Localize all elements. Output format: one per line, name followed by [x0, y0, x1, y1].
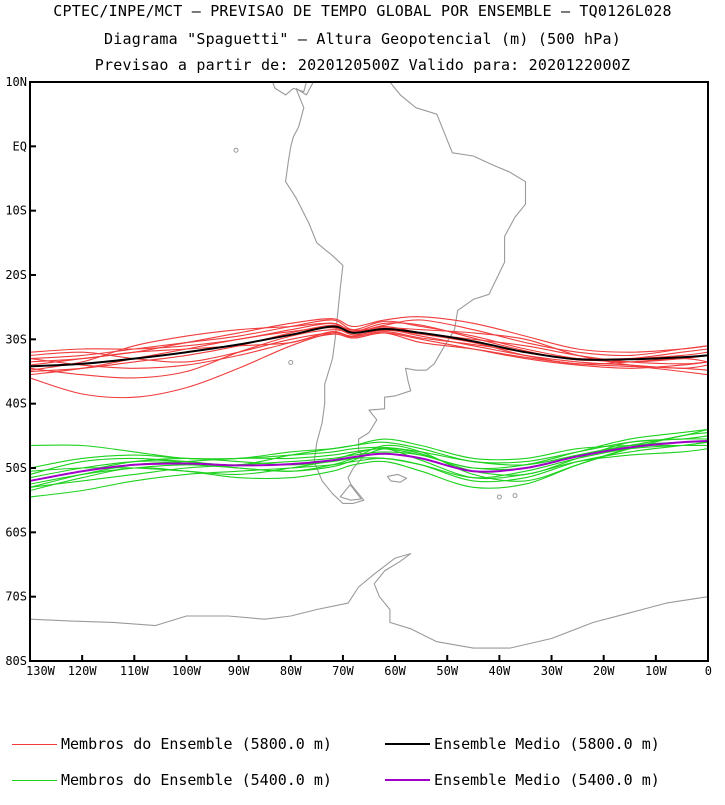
lat-tick-label-60S: 60S: [5, 525, 27, 539]
lon-tick-label-80W: 80W: [280, 664, 302, 678]
series-member-5800-5: [30, 331, 708, 371]
series-mean-5400-1: [30, 440, 708, 482]
lon-tick-label-10W: 10W: [645, 664, 667, 678]
lat-tick-label-80S: 80S: [5, 654, 27, 668]
series-member-5400-3: [30, 438, 708, 461]
lat-tick-label-70S: 70S: [5, 590, 27, 604]
island-1: [233, 147, 239, 153]
lon-tick-label-90W: 90W: [228, 664, 250, 678]
lon-tick-label-30W: 30W: [541, 664, 563, 678]
map-frame: [29, 81, 709, 662]
series-member-5800-6: [30, 324, 708, 376]
legend: Membros do Ensemble (5800.0 m) Ensemble …: [0, 725, 725, 805]
lat-tick-label-20S: 20S: [5, 268, 27, 282]
series-member-5400-7: [30, 444, 708, 482]
island-3: [512, 493, 518, 499]
coastline-central-america: [271, 82, 307, 96]
contour-lines-layer: [30, 316, 708, 498]
island-2: [288, 359, 294, 365]
chart-title-line-1: CPTEC/INPE/MCT — PREVISAO DE TEMPO GLOBA…: [53, 2, 672, 20]
lon-tick-label-100W: 100W: [172, 664, 202, 678]
lon-tick-label-120W: 120W: [68, 664, 98, 678]
series-member-5800-9: [30, 327, 708, 376]
legend-swatch-mean-5800: [385, 743, 430, 745]
series-member-5800-10: [30, 332, 708, 369]
lat-tick-label-30S: 30S: [5, 332, 27, 346]
lat-tick-label-10S: 10S: [5, 204, 27, 218]
series-member-5800-1: [30, 319, 708, 363]
legend-swatch-member-5800: [12, 743, 57, 745]
series-member-5400-8: [30, 428, 708, 488]
series-member-5400-9: [30, 435, 708, 479]
lon-tick-label-40W: 40W: [489, 664, 511, 678]
legend-swatch-mean-5400: [385, 779, 430, 781]
legend-item-mean-5800: Ensemble Medio (5800.0 m): [385, 735, 660, 753]
series-member-5400-5: [30, 441, 708, 492]
chart-title-line-3: Previsao a partir de: 2020120500Z Valido…: [94, 56, 631, 74]
lon-tick-label-60W: 60W: [384, 664, 406, 678]
legend-label-member-5800: Membros do Ensemble (5800.0 m): [61, 735, 332, 753]
lat-tick-label-10N: 10N: [5, 75, 27, 89]
legend-label-mean-5800: Ensemble Medio (5800.0 m): [434, 735, 660, 753]
coastline-falklands: [386, 473, 408, 483]
lat-tick-label-EQ: EQ: [13, 139, 27, 153]
series-member-5800-8: [30, 316, 708, 366]
coastline-antarctic-peninsula: [30, 553, 708, 649]
lat-tick-label-40S: 40S: [5, 397, 27, 411]
lon-tick-label-50W: 50W: [436, 664, 458, 678]
series-mean-5800-1: [30, 325, 708, 368]
lat-tick-label-50S: 50S: [5, 461, 27, 475]
coastline-tierra-del-fuego: [339, 484, 362, 501]
lon-tick-label-130W: 130W: [26, 664, 56, 678]
island-4: [496, 494, 502, 500]
legend-label-mean-5400: Ensemble Medio (5400.0 m): [434, 771, 660, 789]
lon-tick-label-20W: 20W: [593, 664, 615, 678]
lon-tick-label-70W: 70W: [332, 664, 354, 678]
coastline-south-america: [285, 82, 527, 504]
legend-item-member-5400: Membros do Ensemble (5400.0 m): [12, 771, 332, 789]
chart-title-line-2: Diagrama "Spaguetti" — Altura Geopotenci…: [104, 30, 621, 48]
legend-item-member-5800: Membros do Ensemble (5800.0 m): [12, 735, 332, 753]
lon-tick-label-110W: 110W: [120, 664, 150, 678]
coastline-layer: [30, 82, 708, 649]
legend-item-mean-5400: Ensemble Medio (5400.0 m): [385, 771, 660, 789]
legend-swatch-member-5400: [12, 779, 57, 781]
legend-label-member-5400: Membros do Ensemble (5400.0 m): [61, 771, 332, 789]
lon-tick-label-0: 0: [705, 664, 712, 678]
